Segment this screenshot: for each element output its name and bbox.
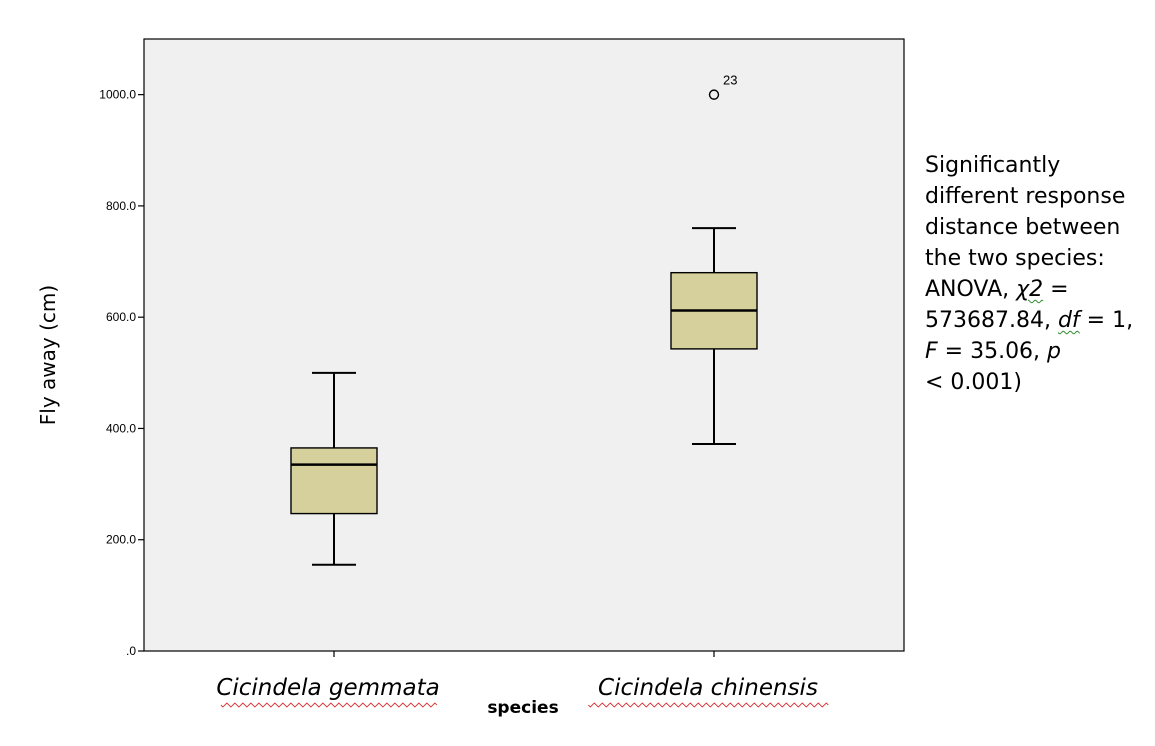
spellcheck-underline — [587, 702, 829, 708]
y-tick-label: 600.0 — [106, 310, 136, 324]
box-group: 23 — [670, 73, 758, 446]
annotation-df: df — [1057, 308, 1080, 333]
annotation-p-value: < 0.001) — [925, 370, 1022, 395]
y-tick-label: .0 — [126, 644, 136, 658]
annotation-f: F — [925, 339, 938, 364]
annotation-line-2: different response — [925, 184, 1126, 209]
iqr-box — [290, 447, 378, 515]
annotation-line-1: Significantly — [925, 153, 1061, 178]
y-tick-label: 800.0 — [106, 199, 136, 213]
annotation-f-value: = 35.06, — [937, 339, 1048, 364]
anova-annotation: Significantly different response distanc… — [925, 150, 1150, 398]
x-axis: Cicindela gemmata Cicindela chinensis — [216, 651, 829, 708]
outlier-label: 23 — [723, 73, 737, 88]
box-group — [290, 371, 378, 566]
annotation-anova: ANOVA, — [925, 277, 1017, 302]
spellcheck-underline — [220, 702, 438, 708]
boxes: 23 — [290, 73, 758, 566]
y-tick-label: 200.0 — [106, 533, 136, 547]
annotation-p: p — [1047, 339, 1062, 364]
annotation-chi-square: χ2 — [1016, 277, 1044, 302]
x-tick-label: Cicindela gemmata — [216, 675, 439, 701]
annotation-equals: = — [1043, 277, 1069, 302]
y-axis: .0 200.0 400.0 600.0 800.0 1000.0 — [99, 88, 144, 658]
y-axis-label: Fly away (cm) — [36, 285, 60, 425]
plot-area — [143, 38, 905, 652]
y-tick-label: 1000.0 — [99, 88, 136, 102]
annotation-line-3: distance between — [925, 215, 1121, 240]
annotation-chi-value: 573687.84, — [925, 308, 1058, 333]
annotation-df-value: = 1, — [1079, 308, 1134, 333]
x-axis-label: species — [487, 698, 558, 718]
y-tick-label: 400.0 — [106, 421, 136, 435]
annotation-line-4: the two species: — [925, 246, 1105, 271]
outlier-point — [708, 89, 720, 100]
x-tick-label: Cicindela chinensis — [598, 675, 818, 701]
